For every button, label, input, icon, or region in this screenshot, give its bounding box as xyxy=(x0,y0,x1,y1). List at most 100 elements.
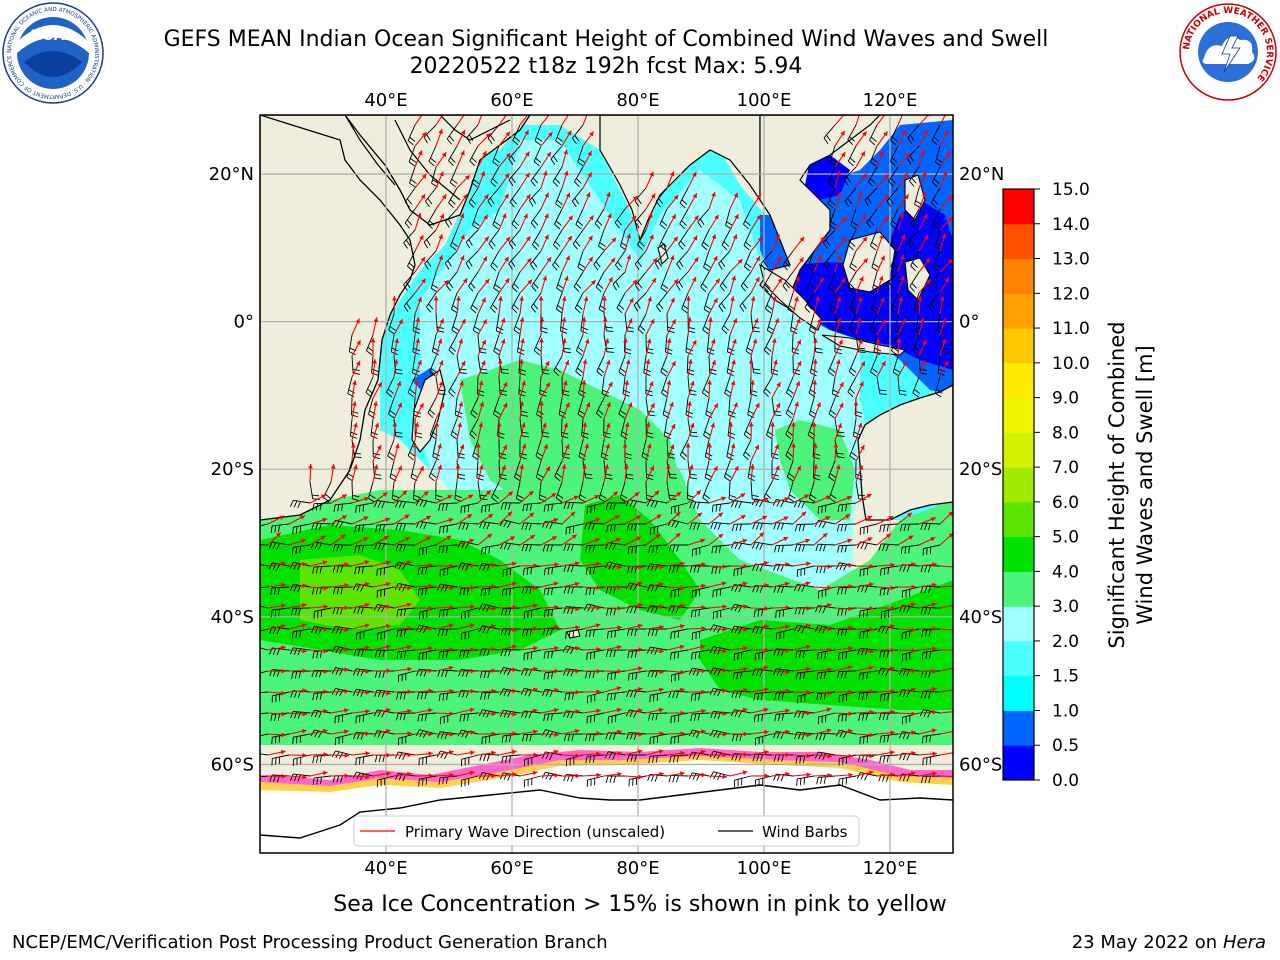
wind-barb-staff xyxy=(797,731,815,735)
wind-barb-feather xyxy=(761,714,764,722)
wind-barb-feather xyxy=(765,283,771,289)
wind-barb-staff xyxy=(472,208,479,226)
wind-barb-feather xyxy=(505,588,508,596)
wind-barb-feather xyxy=(837,608,840,616)
wind-barb-feather xyxy=(605,502,609,510)
lon-tick-label-top: 40°E xyxy=(364,90,407,111)
wind-barb-feather xyxy=(398,752,403,760)
wind-barb-feather xyxy=(521,522,525,530)
wave-direction-arrowhead xyxy=(812,443,818,448)
wind-barb-staff xyxy=(881,754,899,757)
wave-direction-arrowhead xyxy=(845,514,851,519)
wind-barb-feather xyxy=(257,588,258,595)
wind-barb-feather xyxy=(354,456,362,459)
wind-barb-staff xyxy=(356,565,374,568)
wind-barb-feather xyxy=(637,328,644,335)
wave-direction-arrowhead xyxy=(659,731,664,736)
wind-barb-feather xyxy=(503,689,508,696)
wind-barb-staff xyxy=(676,271,689,285)
wind-barb-staff xyxy=(932,250,941,267)
wave-direction-arrowhead xyxy=(507,511,513,517)
wave-direction-arrowhead xyxy=(722,688,727,694)
wind-barb-feather xyxy=(430,367,438,373)
wind-barb-staff xyxy=(272,774,290,777)
wind-barb-feather xyxy=(513,329,520,335)
wind-barb-feather xyxy=(407,392,414,398)
wind-barb-feather xyxy=(441,670,445,677)
wind-barb-feather xyxy=(799,756,802,764)
wave-direction-arrowhead xyxy=(502,213,507,219)
wind-barb-feather xyxy=(930,302,936,309)
wind-barb-feather xyxy=(672,775,676,783)
wind-barb-staff xyxy=(558,397,563,415)
wind-barb-feather xyxy=(377,500,382,508)
wind-barb-feather xyxy=(651,628,655,637)
colorbar-tick-label: 1.0 xyxy=(1052,701,1079,721)
wave-direction-arrowhead xyxy=(806,753,811,759)
wind-barb-staff xyxy=(449,166,458,183)
wind-barb-feather xyxy=(885,283,891,291)
wave-direction-arrowhead xyxy=(801,511,807,517)
wave-direction-arrowhead xyxy=(954,774,958,779)
wave-direction-arrowhead xyxy=(521,422,526,428)
wind-barb-feather xyxy=(909,180,915,187)
wind-barb-staff xyxy=(356,583,374,588)
wind-barb-feather xyxy=(377,690,382,698)
wind-barb-feather xyxy=(554,177,561,184)
colorbar xyxy=(1003,189,1034,781)
wind-barb-feather xyxy=(480,588,483,596)
wind-barb-staff xyxy=(545,712,563,715)
wind-barb-staff xyxy=(419,624,437,630)
wave-direction-arrowhead xyxy=(602,296,607,301)
wind-barb-staff xyxy=(260,753,269,756)
wave-direction-arrowhead xyxy=(805,538,811,544)
wind-barb-feather xyxy=(427,198,433,205)
wind-barb-staff xyxy=(747,397,752,415)
wind-barb-staff xyxy=(314,626,332,630)
wind-barb-feather xyxy=(388,413,395,419)
wind-barb-feather xyxy=(841,504,844,512)
wind-barb-staff xyxy=(407,250,416,267)
wind-barb-feather xyxy=(624,452,632,456)
wind-barb-staff xyxy=(838,628,857,631)
wind-barb-feather xyxy=(928,284,934,292)
wave-direction-arrowhead xyxy=(574,581,580,587)
wind-barb-feather xyxy=(388,451,395,457)
wave-direction-arrowhead xyxy=(884,216,889,222)
wave-direction-arrowhead xyxy=(322,770,328,776)
wind-barb-feather xyxy=(850,452,858,457)
wind-barb-feather xyxy=(820,776,823,785)
wave-direction-arrowhead xyxy=(586,108,590,113)
wind-barb-feather xyxy=(836,629,840,637)
wave-direction-arrowhead xyxy=(666,338,672,343)
wind-barb-staff xyxy=(662,397,668,415)
wave-direction-arrowhead xyxy=(281,603,286,609)
wind-barb-staff xyxy=(482,603,500,609)
wind-barb-feather xyxy=(724,392,731,398)
wind-barb-staff xyxy=(708,355,711,374)
wind-barb-feather xyxy=(473,221,480,226)
wind-barb-staff xyxy=(692,607,710,611)
wind-barb-feather xyxy=(383,567,386,575)
wind-barb-staff xyxy=(776,498,794,504)
wave-direction-arrowhead xyxy=(675,512,681,517)
wind-barb-feather xyxy=(763,349,770,356)
wind-barb-feather xyxy=(425,587,427,596)
wind-barb-feather xyxy=(575,178,582,184)
wave-direction-arrowhead xyxy=(563,170,569,176)
wind-barb-staff xyxy=(797,649,815,652)
wave-direction-arrowhead xyxy=(785,562,790,567)
wind-barb-feather xyxy=(444,752,449,760)
wave-direction-arrowhead xyxy=(330,464,336,469)
wave-direction-arrowhead xyxy=(564,275,569,281)
wind-barb-feather xyxy=(511,223,518,230)
wind-barb-feather xyxy=(610,630,613,639)
wind-barb-staff xyxy=(603,334,608,352)
colorbar-segment xyxy=(1003,223,1034,260)
wind-barb-feather xyxy=(488,588,490,596)
wind-barb-staff xyxy=(829,292,836,310)
wind-barb-feather xyxy=(626,473,634,476)
wind-barb-feather xyxy=(351,410,359,414)
wind-barb-feather xyxy=(771,368,779,372)
wind-barb-feather xyxy=(419,499,424,507)
